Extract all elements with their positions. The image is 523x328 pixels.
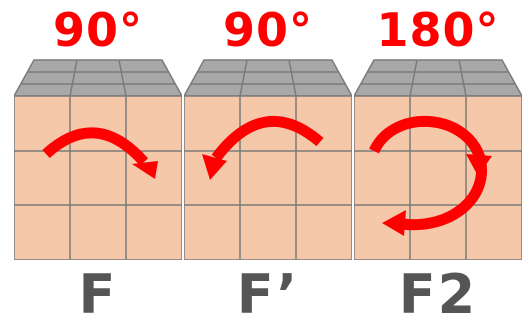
cube-top-face [184,59,352,97]
move-notation-label: F [78,263,118,326]
move-panel-f: 90° F [14,0,182,328]
clockwise-arrow-icon [42,127,158,179]
rotation-angle-label: 90° [52,3,143,57]
rotation-angle-label: 90° [222,3,313,57]
cube-front-face [14,95,182,260]
cube-top-face [354,59,522,97]
cube-diagram-f-prime [184,59,352,260]
counterclockwise-arrow-icon [202,115,324,180]
move-notation-label: F2 [398,263,478,326]
cube-diagram-f [14,59,182,260]
move-notation-label: F’ [236,263,300,326]
move-panel-f-prime: 90° F’ [184,0,352,328]
half-turn-arrow-icon [369,115,492,236]
move-panel-f2: 180° F2 [354,0,522,328]
cube-top-face [14,59,182,97]
rotation-angle-label: 180° [376,3,500,57]
cube-diagram-f2 [354,59,522,260]
